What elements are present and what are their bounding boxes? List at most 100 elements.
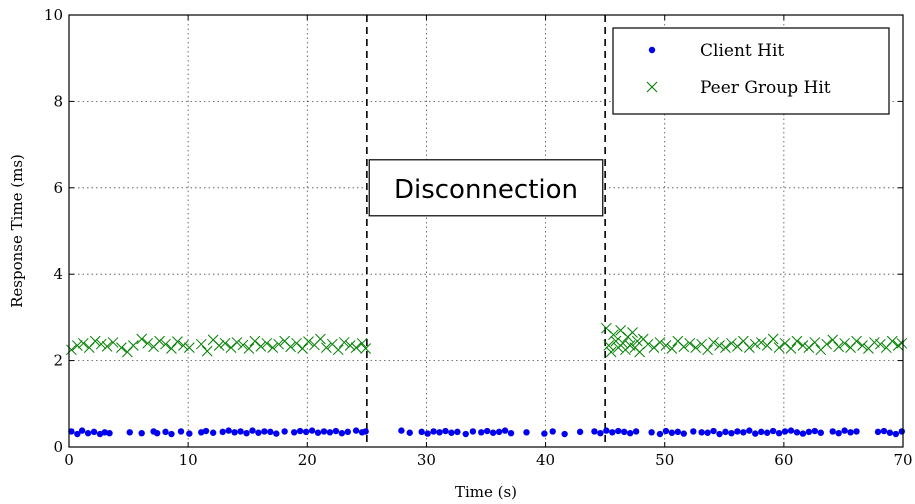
peer-group-hit-series <box>66 322 908 358</box>
peer-group-hit-point <box>360 343 372 354</box>
peer-group-hit-point <box>142 337 153 349</box>
y-tick-label: 6 <box>53 179 63 197</box>
peer-group-hit-point <box>285 341 296 353</box>
client-hit-point <box>344 428 351 436</box>
peer-group-hit-point <box>95 338 107 350</box>
peer-group-hit-point <box>603 340 615 351</box>
x-tick-label: 60 <box>774 451 793 469</box>
client-hit-point <box>728 429 735 437</box>
client-hit-point <box>847 429 854 436</box>
client-hit-point <box>775 429 783 437</box>
x-axis-label: Time (s) <box>455 483 517 501</box>
client-hit-point <box>126 429 133 436</box>
peer-group-hit-point <box>66 344 77 356</box>
client-hit-point <box>281 428 288 435</box>
peer-group-hit-point <box>249 335 261 347</box>
client-hit-point <box>68 428 75 435</box>
client-hit-point <box>320 428 328 435</box>
peer-group-hit-point <box>605 346 617 358</box>
x-tick-label: 40 <box>536 451 555 469</box>
peer-group-hit-point <box>154 335 165 347</box>
peer-group-hit-point <box>743 342 755 353</box>
x-tick-label: 20 <box>298 451 317 469</box>
client-hit-point <box>153 429 161 437</box>
peer-group-hit-point <box>231 337 243 348</box>
client-hit-point <box>162 428 169 436</box>
client-hit-point <box>138 429 145 437</box>
peer-group-hit-point <box>660 340 672 351</box>
plot-frame <box>68 14 904 448</box>
x-tick-label: 50 <box>655 451 674 469</box>
peer-group-hit-point <box>642 338 654 350</box>
client-hit-point <box>892 430 900 438</box>
peer-group-hit-point <box>749 338 761 350</box>
client-hit-point <box>740 429 747 436</box>
peer-group-hit-point <box>127 340 139 351</box>
peer-group-hit-point <box>237 339 249 351</box>
peer-group-hit-point <box>791 335 803 347</box>
client-hit-point <box>442 427 449 435</box>
client-hit-point <box>597 429 604 437</box>
client-hit-point <box>106 429 113 437</box>
peer-group-hit-point <box>172 336 183 347</box>
client-hit-point <box>811 427 819 435</box>
client-hit-point <box>874 428 882 436</box>
peer-group-hit-point <box>610 335 622 347</box>
client-hit-point <box>267 428 274 436</box>
disconnection-annotation: Disconnection <box>368 159 604 217</box>
client-hit-point <box>632 428 640 435</box>
peer-group-hit-point <box>851 335 862 347</box>
peer-group-hit-point <box>107 337 119 348</box>
peer-group-hit-point <box>702 344 713 356</box>
client-hit-point <box>225 427 232 434</box>
client-hit-point <box>90 428 98 436</box>
client-hit-point <box>209 429 217 436</box>
client-hit-point <box>74 430 81 438</box>
peer-group-hit-point <box>160 338 171 350</box>
client-hit-point <box>805 428 813 436</box>
peer-group-hit-point <box>273 338 285 350</box>
peer-group-hit-point <box>344 340 356 351</box>
peer-group-hit-point <box>332 344 344 356</box>
client-hit-point <box>243 429 250 437</box>
data-points <box>66 322 908 438</box>
client-hit-point <box>609 429 616 436</box>
client-hit-point <box>469 428 477 435</box>
client-hit-point <box>219 428 226 436</box>
client-hit-point <box>561 430 568 438</box>
client-hit-point <box>326 429 334 436</box>
peer-group-hit-point <box>101 340 113 352</box>
client-hit-point <box>722 428 729 436</box>
x-tick-label: 10 <box>179 451 198 469</box>
peer-group-hit-point <box>833 341 845 353</box>
client-hit-series <box>68 427 906 438</box>
client-hit-point <box>338 429 346 437</box>
client-hit-point <box>448 429 455 436</box>
client-hit-point <box>478 429 485 436</box>
client-hit-point <box>576 428 584 436</box>
peer-group-hit-point <box>732 340 743 352</box>
peer-group-hit-point <box>767 333 779 345</box>
peer-group-hit-point <box>225 342 237 353</box>
annotation-box <box>368 159 604 217</box>
client-hit-point <box>454 428 461 436</box>
disconnection-markers <box>366 15 606 447</box>
peer-group-hit-point <box>166 343 177 354</box>
peer-group-hit-point <box>178 340 189 351</box>
client-hit-point <box>886 429 894 436</box>
client-hit-point <box>716 430 723 438</box>
peer-group-hit-point <box>684 337 696 349</box>
peer-group-hit-point <box>809 337 821 348</box>
client-hit-point <box>898 428 906 435</box>
client-hit-point <box>507 429 515 437</box>
peer-group-hit-point <box>720 342 731 353</box>
client-hit-point <box>829 428 836 435</box>
peer-group-hit-point <box>261 337 273 349</box>
client-hit-point <box>523 429 530 436</box>
legend-peer-group-hit-marker <box>646 81 658 93</box>
client-hit-point <box>880 427 888 435</box>
peer-group-hit-point <box>303 336 314 347</box>
y-tick-label: 0 <box>53 438 63 456</box>
peer-group-hit-point <box>350 342 362 353</box>
